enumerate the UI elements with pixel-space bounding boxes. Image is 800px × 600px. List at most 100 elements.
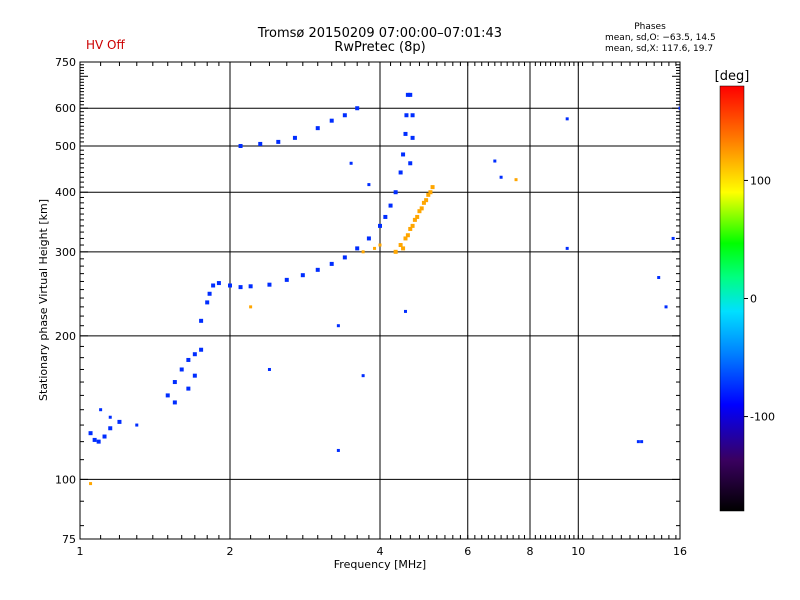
trace-point [430, 185, 435, 190]
scatter-point [493, 159, 497, 163]
y-tick-labels: 75 100 200 300 400 500 600 750 [55, 56, 76, 546]
phase-x-stats: mean, sd,X: 117.6, 19.7 [605, 44, 714, 54]
trace-point [276, 139, 281, 144]
trace-point [410, 223, 415, 228]
x-tick-label: 2 [227, 545, 234, 558]
scatter-point [565, 117, 569, 121]
trace-point [192, 373, 197, 378]
scatter-point [636, 440, 640, 444]
trace-point [398, 170, 403, 175]
trace-point [205, 300, 210, 305]
trace-point [388, 203, 393, 208]
trace-point [401, 246, 406, 251]
trace-point [258, 141, 263, 146]
colorbar-tick-label: -100 [750, 411, 775, 424]
scatter-point [249, 305, 253, 309]
trace-point [228, 283, 232, 288]
scatter-point [336, 324, 340, 328]
scatter-point [336, 448, 340, 452]
trace-point [172, 380, 177, 385]
trace-point [108, 426, 113, 431]
scatter-point [657, 276, 661, 280]
scatter-point [367, 183, 371, 187]
trace-point [300, 273, 305, 278]
scatter-point [565, 246, 569, 250]
scatter-point [135, 423, 139, 427]
trace-point [179, 367, 184, 372]
trace-point [165, 393, 170, 398]
trace-point [417, 209, 422, 214]
trace-point [315, 126, 320, 131]
y-tick-label: 750 [55, 56, 76, 69]
trace-point [88, 431, 93, 436]
colorbar-ticks: 100 0 -100 [744, 174, 775, 424]
trace-point [404, 113, 409, 118]
x-tick-label: 16 [673, 545, 687, 558]
x-tick-label: 10 [571, 545, 585, 558]
trace-point [199, 347, 204, 352]
chart-title: Tromsø 20150209 07:00:00–07:01:43 [257, 26, 503, 41]
phases-heading: Phases [634, 22, 666, 32]
scatter-point [373, 246, 377, 250]
trace-point [424, 198, 429, 203]
trace-point [410, 113, 415, 118]
trace-point [216, 281, 221, 286]
trace-point [248, 284, 253, 289]
trace-point [403, 131, 408, 136]
scatter-point [664, 305, 668, 309]
trace-point [92, 437, 97, 442]
scatter-point [99, 408, 103, 412]
trace-point [408, 161, 413, 166]
hv-status: HV Off [86, 38, 125, 52]
trace-point [398, 243, 403, 248]
trace-point [292, 135, 297, 140]
y-tick-label: 500 [55, 140, 76, 153]
colorbar-tick-label: 0 [750, 293, 757, 306]
phase-o-stats: mean, sd,O: −63.5, 14.5 [605, 33, 716, 43]
trace-point [329, 118, 334, 123]
chart-subtitle: RwPretec (8p) [334, 40, 426, 55]
trace-point [405, 233, 410, 238]
y-tick-label: 200 [55, 330, 76, 343]
trace-point [366, 236, 371, 241]
trace-point [267, 282, 272, 287]
colorbar-tick-label: 100 [750, 174, 771, 187]
colorbar [719, 85, 745, 512]
trace-point [96, 439, 101, 444]
trace-point [284, 277, 289, 282]
y-tick-label: 600 [55, 102, 76, 115]
trace-point [355, 106, 360, 111]
axis-ticks [80, 62, 680, 539]
trace-point [192, 352, 197, 357]
x-tick-label: 8 [527, 545, 534, 558]
trace-point [410, 135, 415, 140]
x-tick-labels: 1 2 4 6 8 10 16 [77, 545, 688, 558]
trace-point [401, 152, 406, 157]
scatter-point [349, 161, 353, 165]
trace-point [186, 386, 191, 391]
trace-point [238, 143, 243, 148]
y-tick-label: 100 [55, 473, 76, 486]
x-tick-label: 1 [77, 545, 84, 558]
trace-point [172, 400, 177, 405]
scatter-point [267, 367, 271, 371]
trace-point [355, 246, 360, 251]
trace-point [405, 92, 410, 97]
trace-point [383, 214, 388, 219]
trace-point [393, 190, 398, 195]
scatter-point [678, 106, 680, 110]
trace-point [102, 434, 107, 439]
trace-point [342, 255, 347, 260]
y-tick-label: 300 [55, 246, 76, 259]
trace-point [408, 92, 413, 97]
scatter-point [514, 178, 518, 182]
scatter-point [671, 236, 675, 240]
scatter-point [378, 243, 382, 247]
trace-point [315, 267, 320, 272]
scatter-point [403, 309, 407, 313]
trace-point [415, 214, 420, 219]
y-axis-label: Stationary phase Virtual Height [km] [37, 199, 50, 401]
trace-point [419, 206, 424, 211]
data-points [88, 92, 680, 486]
